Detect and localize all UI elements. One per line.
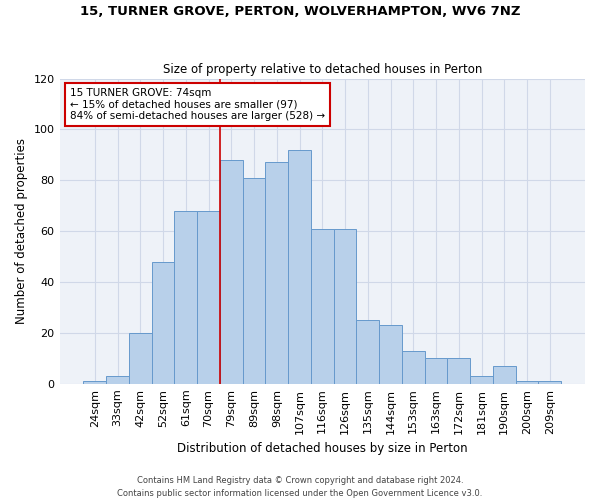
Bar bbox=[175, 211, 197, 384]
Bar bbox=[197, 211, 220, 384]
Bar bbox=[493, 366, 515, 384]
Bar bbox=[470, 376, 493, 384]
Bar bbox=[448, 358, 470, 384]
Bar bbox=[515, 382, 538, 384]
Text: 15 TURNER GROVE: 74sqm
← 15% of detached houses are smaller (97)
84% of semi-det: 15 TURNER GROVE: 74sqm ← 15% of detached… bbox=[70, 88, 325, 121]
Bar bbox=[288, 150, 311, 384]
Bar bbox=[242, 178, 265, 384]
X-axis label: Distribution of detached houses by size in Perton: Distribution of detached houses by size … bbox=[177, 442, 467, 455]
Text: 15, TURNER GROVE, PERTON, WOLVERHAMPTON, WV6 7NZ: 15, TURNER GROVE, PERTON, WOLVERHAMPTON,… bbox=[80, 5, 520, 18]
Bar bbox=[220, 160, 242, 384]
Bar bbox=[265, 162, 288, 384]
Bar bbox=[402, 350, 425, 384]
Bar bbox=[379, 326, 402, 384]
Bar bbox=[83, 382, 106, 384]
Bar bbox=[538, 382, 561, 384]
Bar bbox=[334, 228, 356, 384]
Text: Contains HM Land Registry data © Crown copyright and database right 2024.
Contai: Contains HM Land Registry data © Crown c… bbox=[118, 476, 482, 498]
Bar bbox=[129, 333, 152, 384]
Bar bbox=[311, 228, 334, 384]
Bar bbox=[106, 376, 129, 384]
Title: Size of property relative to detached houses in Perton: Size of property relative to detached ho… bbox=[163, 63, 482, 76]
Y-axis label: Number of detached properties: Number of detached properties bbox=[15, 138, 28, 324]
Bar bbox=[356, 320, 379, 384]
Bar bbox=[425, 358, 448, 384]
Bar bbox=[152, 262, 175, 384]
